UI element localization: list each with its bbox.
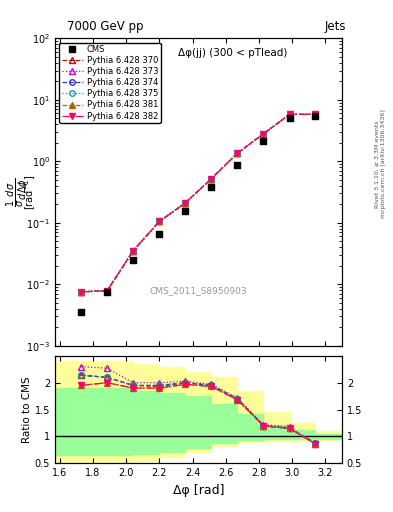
Point xyxy=(312,112,318,120)
Point xyxy=(182,207,188,215)
Text: $\frac{1}{\sigma}\frac{d\sigma}{d\Delta\phi}$: $\frac{1}{\sigma}\frac{d\sigma}{d\Delta\… xyxy=(5,178,31,206)
Point xyxy=(286,114,293,122)
Text: Jets: Jets xyxy=(324,20,346,33)
Text: [rad$^{-1}$]: [rad$^{-1}$] xyxy=(23,174,39,210)
Point xyxy=(104,288,110,296)
Y-axis label: Ratio to CMS: Ratio to CMS xyxy=(22,376,32,443)
Text: 7000 GeV pp: 7000 GeV pp xyxy=(67,20,143,33)
Legend: CMS, Pythia 6.428 370, Pythia 6.428 373, Pythia 6.428 374, Pythia 6.428 375, Pyt: CMS, Pythia 6.428 370, Pythia 6.428 373,… xyxy=(59,42,161,123)
Text: CMS_2011_S8950903: CMS_2011_S8950903 xyxy=(150,286,247,295)
Point xyxy=(260,137,266,145)
Point xyxy=(234,161,241,169)
Text: Rivet 3.1.10, ≥ 3.3M events: Rivet 3.1.10, ≥ 3.3M events xyxy=(375,120,380,208)
X-axis label: Δφ [rad]: Δφ [rad] xyxy=(173,484,224,497)
Point xyxy=(208,183,215,191)
Text: mcplots.cern.ch [arXiv:1306.3436]: mcplots.cern.ch [arXiv:1306.3436] xyxy=(381,110,386,218)
Point xyxy=(156,230,163,238)
Point xyxy=(78,308,84,316)
Point xyxy=(130,255,136,264)
Text: Δφ(jj) (300 < pTlead): Δφ(jj) (300 < pTlead) xyxy=(178,48,288,58)
